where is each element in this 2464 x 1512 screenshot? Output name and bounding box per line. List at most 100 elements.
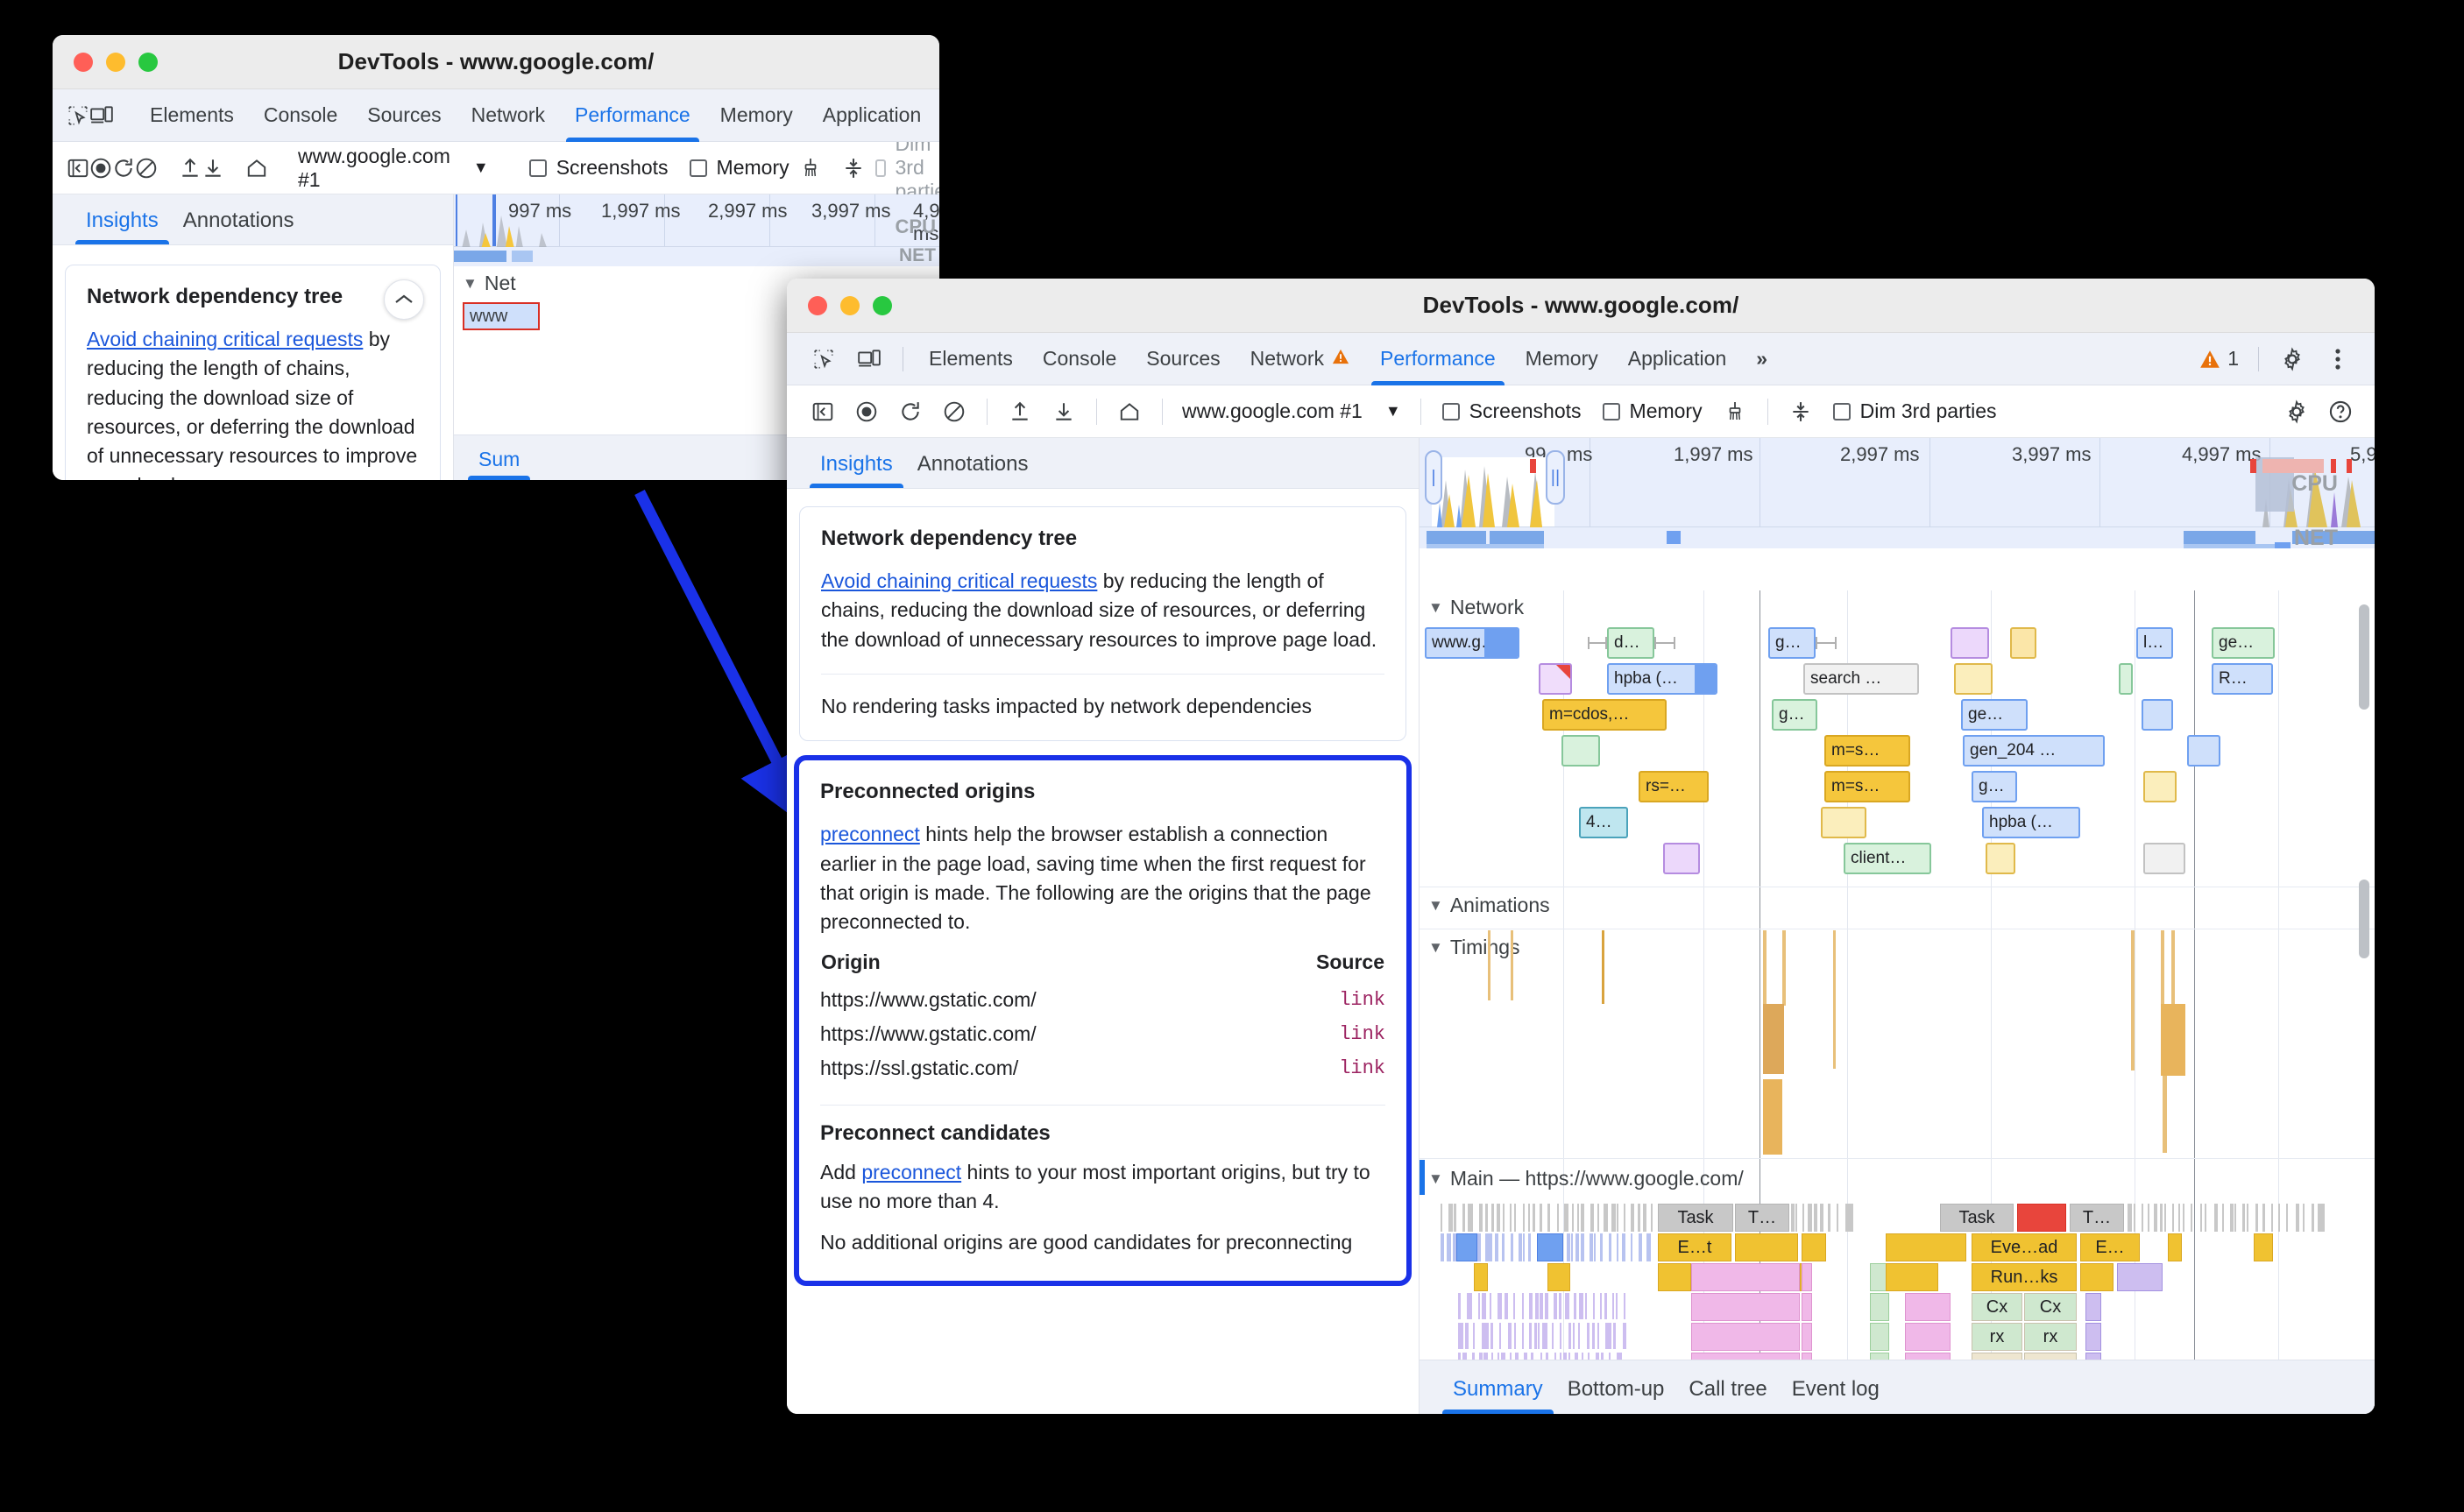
flame-event[interactable] bbox=[2254, 1233, 2273, 1261]
flame-sliver[interactable] bbox=[1508, 1323, 1512, 1349]
flame-sliver[interactable] bbox=[2154, 1204, 2157, 1232]
flame-sliver[interactable] bbox=[1465, 1323, 1469, 1349]
flame-sliver[interactable] bbox=[1609, 1233, 1611, 1261]
flame-sliver[interactable] bbox=[1462, 1323, 1463, 1349]
flame-sliver[interactable] bbox=[1560, 1323, 1561, 1349]
flame-event[interactable] bbox=[2080, 1263, 2114, 1291]
flame-sliver[interactable] bbox=[1528, 1233, 1531, 1261]
network-request-chip[interactable] bbox=[1954, 663, 1993, 695]
flame-sliver[interactable] bbox=[1579, 1293, 1582, 1319]
flame-sliver[interactable] bbox=[1631, 1204, 1634, 1232]
front-devtools-window[interactable]: DevTools - www.google.com/ Elements Cons… bbox=[787, 279, 2375, 1414]
flame-sliver[interactable] bbox=[1795, 1204, 1797, 1232]
network-request-chip[interactable] bbox=[2142, 699, 2173, 731]
flame-sliver[interactable] bbox=[1490, 1323, 1492, 1349]
flame-sliver[interactable] bbox=[1522, 1293, 1524, 1319]
screenshots-checkbox[interactable]: Screenshots bbox=[519, 156, 679, 180]
bottom-tab-event-log[interactable]: Event log bbox=[1780, 1377, 1892, 1414]
preconnect-link[interactable]: preconnect bbox=[820, 823, 920, 845]
network-request-chip[interactable] bbox=[2143, 843, 2185, 874]
flame-event[interactable] bbox=[1886, 1233, 1966, 1261]
flame-sliver[interactable] bbox=[1523, 1233, 1526, 1261]
subtab-annotations[interactable]: Annotations bbox=[171, 208, 307, 244]
flame-block[interactable] bbox=[2117, 1263, 2163, 1291]
back-insights-subtabs[interactable]: Insights Annotations bbox=[53, 194, 453, 245]
overview-right-handle[interactable] bbox=[492, 194, 496, 246]
flame-sliver[interactable] bbox=[1546, 1323, 1547, 1349]
back-devtools-tabstrip[interactable]: Elements Console Sources Network Perform… bbox=[53, 89, 939, 142]
flame-sliver[interactable] bbox=[1533, 1204, 1535, 1232]
tab-performance[interactable]: Performance bbox=[1365, 333, 1511, 385]
network-request-chip[interactable] bbox=[1561, 735, 1600, 767]
overview-left-handle[interactable] bbox=[456, 194, 457, 246]
flame-sliver[interactable] bbox=[1540, 1204, 1542, 1232]
network-request-chip[interactable] bbox=[1821, 807, 1866, 838]
flame-sliver[interactable] bbox=[1631, 1233, 1633, 1261]
flame-sliver[interactable] bbox=[1646, 1233, 1651, 1261]
flame-sliver[interactable] bbox=[1554, 1353, 1556, 1360]
flame-sliver[interactable] bbox=[1594, 1233, 1596, 1261]
network-request-chip[interactable] bbox=[2187, 735, 2220, 767]
network-request-chip[interactable]: www.g… bbox=[1425, 627, 1519, 659]
front-insights-pane[interactable]: Insights Annotations Network dependency … bbox=[787, 438, 1420, 1414]
flame-sliver[interactable] bbox=[1513, 1293, 1515, 1319]
flame-sliver[interactable] bbox=[1538, 1323, 1540, 1349]
flame-sliver[interactable] bbox=[2286, 1204, 2288, 1232]
flame-sliver[interactable] bbox=[1505, 1293, 1508, 1319]
network-request-chip[interactable]: g… bbox=[1768, 627, 1816, 659]
flame-sliver[interactable] bbox=[1491, 1353, 1493, 1360]
warning-badge[interactable]: 1 bbox=[2190, 347, 2248, 371]
preconnect-link-2[interactable]: preconnect bbox=[861, 1161, 961, 1183]
overview-scrollbar[interactable] bbox=[2359, 604, 2369, 710]
reload-and-record-icon[interactable] bbox=[889, 392, 932, 431]
flame-sliver[interactable] bbox=[2247, 1204, 2248, 1232]
network-request-chip[interactable]: rs=… bbox=[1639, 771, 1709, 802]
flame-sliver[interactable] bbox=[2278, 1204, 2280, 1232]
network-request-chip[interactable]: d… bbox=[1607, 627, 1654, 659]
back-net-chip[interactable]: www bbox=[463, 302, 540, 330]
clear-icon[interactable] bbox=[932, 392, 976, 431]
flame-sliver[interactable] bbox=[2255, 1204, 2258, 1232]
subtab-insights[interactable]: Insights bbox=[74, 208, 171, 244]
subtab-annotations[interactable]: Annotations bbox=[905, 452, 1041, 488]
home-icon[interactable] bbox=[1108, 392, 1151, 431]
flame-sliver[interactable] bbox=[1638, 1204, 1640, 1232]
memory-checkbox[interactable]: Memory bbox=[679, 156, 800, 180]
flame-deep-block[interactable]: Cx bbox=[2024, 1293, 2077, 1321]
front-tracks-area[interactable]: ▼ Network www.g… d… g… l… ge… hpba (… search …… bbox=[1420, 590, 2375, 1360]
flame-block[interactable] bbox=[2085, 1323, 2101, 1351]
flame-sliver[interactable] bbox=[1574, 1293, 1576, 1319]
tab-overflow-button[interactable]: » bbox=[936, 89, 939, 142]
flame-sliver[interactable] bbox=[2164, 1204, 2166, 1232]
flame-sliver[interactable] bbox=[2172, 1204, 2174, 1232]
main-flame-chart[interactable]: TaskT…TaskT…E…tEve…adE…Run…ksCxCxrxrxKnK… bbox=[1441, 1204, 2375, 1360]
flame-sliver[interactable] bbox=[1588, 1353, 1590, 1360]
flame-sliver[interactable] bbox=[1565, 1293, 1569, 1319]
flame-paint[interactable] bbox=[1870, 1323, 1889, 1351]
tab-memory[interactable]: Memory bbox=[705, 89, 808, 142]
flame-sliver[interactable] bbox=[1564, 1204, 1568, 1232]
flame-sliver[interactable] bbox=[1808, 1204, 1812, 1232]
flame-sliver[interactable] bbox=[1511, 1233, 1513, 1261]
flame-event[interactable]: Run…ks bbox=[1972, 1263, 2077, 1291]
overview-right-handle[interactable]: || bbox=[1546, 450, 1565, 505]
flame-block[interactable] bbox=[2085, 1293, 2101, 1321]
flame-sliver[interactable] bbox=[1477, 1233, 1481, 1261]
avoid-chaining-link[interactable]: Avoid chaining critical requests bbox=[821, 569, 1097, 592]
flame-sliver[interactable] bbox=[1587, 1323, 1590, 1349]
flame-sliver[interactable] bbox=[1441, 1204, 1442, 1232]
garbage-collect-icon[interactable] bbox=[1713, 392, 1757, 431]
flame-event[interactable] bbox=[1802, 1233, 1826, 1261]
flame-sliver[interactable] bbox=[1502, 1233, 1504, 1261]
network-request-chip[interactable] bbox=[2143, 771, 2177, 802]
network-request-chip[interactable]: hpba (… bbox=[1607, 663, 1717, 695]
flame-deep-block[interactable]: rx bbox=[2024, 1323, 2077, 1351]
network-request-chip[interactable]: g… bbox=[1972, 771, 2017, 802]
tab-network[interactable]: Network bbox=[457, 89, 560, 142]
flame-sliver[interactable] bbox=[1567, 1233, 1570, 1261]
home-icon[interactable] bbox=[245, 149, 268, 187]
flame-sliver[interactable] bbox=[1572, 1204, 1574, 1232]
network-request-chip[interactable] bbox=[2010, 627, 2036, 659]
network-request-chip[interactable]: gen_204 … bbox=[1963, 735, 2105, 767]
flame-sliver[interactable] bbox=[2262, 1204, 2265, 1232]
